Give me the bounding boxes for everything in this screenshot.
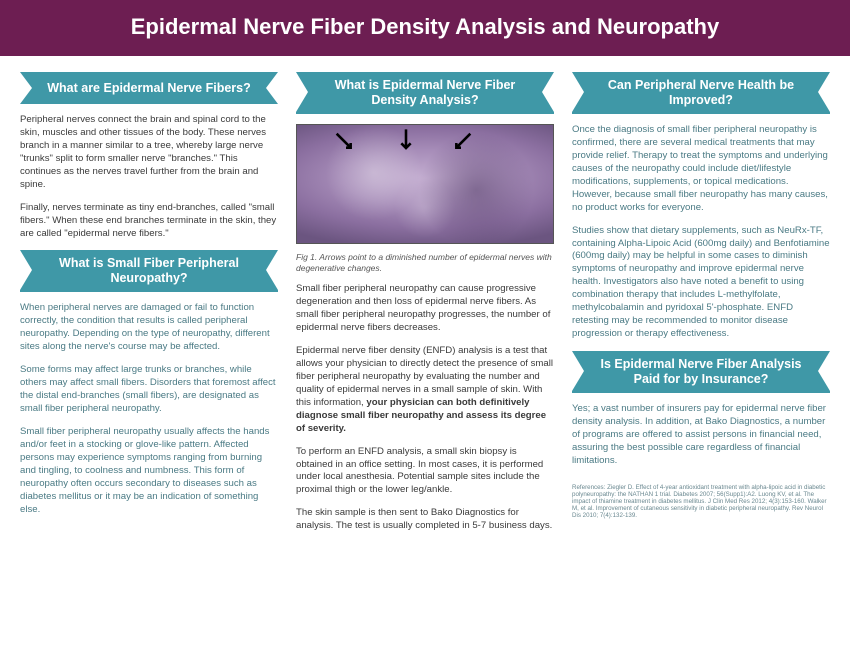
section-title: Is Epidermal Nerve Fiber Analysis Paid f… [594,357,808,387]
figure-caption: Fig 1. Arrows point to a diminished numb… [296,252,554,273]
section-nerve-health: Can Peripheral Nerve Health be Improved? [572,72,830,114]
paragraph: To perform an ENFD analysis, a small ski… [296,446,554,498]
arrow-icon [332,129,360,157]
references: References: Ziegler D. Effect of 4-year … [572,484,830,520]
paragraph: Studies show that dietary supplements, s… [572,225,830,341]
content-columns: What are Epidermal Nerve Fibers? Periphe… [0,56,850,553]
section-title: What is Small Fiber Peripheral Neuropath… [42,256,256,286]
page-title: Epidermal Nerve Fiber Density Analysis a… [131,14,719,39]
paragraph: Small fiber peripheral neuropathy can ca… [296,283,554,335]
paragraph: Some forms may affect large trunks or br… [20,364,278,416]
paragraph: The skin sample is then sent to Bako Dia… [296,507,554,533]
section-title: Can Peripheral Nerve Health be Improved? [594,78,808,108]
section-insurance: Is Epidermal Nerve Fiber Analysis Paid f… [572,351,830,393]
arrow-icon [447,129,475,157]
section-title: What are Epidermal Nerve Fibers? [47,81,251,96]
paragraph: Yes; a vast number of insurers pay for e… [572,403,830,468]
section-epidermal-fibers: What are Epidermal Nerve Fibers? [20,72,278,104]
section-enfd-analysis: What is Epidermal Nerve Fiber Density An… [296,72,554,114]
section-group-small-fiber: What is Small Fiber Peripheral Neuropath… [20,250,278,526]
section-title: What is Epidermal Nerve Fiber Density An… [318,78,532,108]
paragraph: Peripheral nerves connect the brain and … [20,114,278,192]
paragraph: Once the diagnosis of small fiber periph… [572,124,830,215]
column-1: What are Epidermal Nerve Fibers? Periphe… [20,72,278,543]
figure-1-image [296,124,554,244]
column-2: What is Epidermal Nerve Fiber Density An… [296,72,554,543]
paragraph: When peripheral nerves are damaged or fa… [20,302,278,354]
paragraph: Finally, nerves terminate as tiny end-br… [20,202,278,241]
section-small-fiber-neuropathy: What is Small Fiber Peripheral Neuropath… [20,250,278,292]
arrow-icon [392,127,420,155]
page-header: Epidermal Nerve Fiber Density Analysis a… [0,0,850,56]
paragraph: Small fiber peripheral neuropathy usuall… [20,426,278,517]
column-3: Can Peripheral Nerve Health be Improved?… [572,72,830,543]
paragraph: Epidermal nerve fiber density (ENFD) ana… [296,345,554,436]
figure-1 [296,124,554,244]
